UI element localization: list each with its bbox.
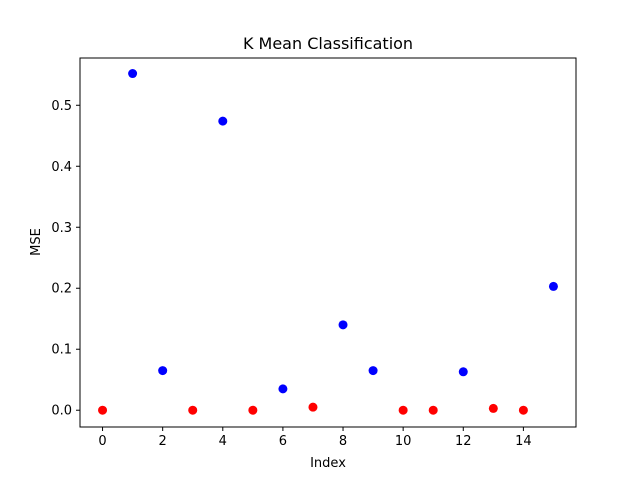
data-point-10 — [398, 405, 408, 415]
y-tick-label-0: 0.0 — [51, 404, 72, 419]
data-point-1 — [128, 69, 138, 79]
x-tick-label-5: 10 — [395, 434, 412, 449]
x-tick-label-7: 14 — [515, 434, 532, 449]
data-point-8 — [338, 320, 348, 330]
plot-area-frame — [79, 57, 577, 428]
data-point-4 — [218, 116, 228, 126]
y-tick-label-1: 0.1 — [51, 343, 72, 358]
data-point-13 — [488, 403, 498, 413]
x-axis-ticks: 0 2 4 6 8 10 12 14 — [98, 427, 532, 449]
data-point-15 — [548, 281, 558, 291]
y-tick-label-3: 0.3 — [51, 221, 72, 236]
y-tick-label-5: 0.5 — [51, 99, 72, 114]
data-point-11 — [428, 405, 438, 415]
y-tick-label-4: 0.4 — [51, 160, 72, 175]
chart-title: K Mean Classification — [243, 34, 413, 53]
data-point-6 — [278, 384, 288, 394]
data-point-3 — [188, 405, 198, 415]
x-tick-label-0: 0 — [98, 434, 106, 449]
data-point-0 — [98, 405, 108, 415]
x-tick-label-4: 8 — [339, 434, 347, 449]
x-tick-label-6: 12 — [455, 434, 472, 449]
y-axis-label: MSE — [29, 228, 44, 256]
x-axis-label: Index — [310, 456, 346, 471]
x-tick-label-3: 6 — [279, 434, 287, 449]
x-tick-label-1: 2 — [159, 434, 167, 449]
data-point-2 — [158, 366, 168, 376]
data-point-12 — [458, 367, 468, 377]
x-tick-label-2: 4 — [219, 434, 227, 449]
data-point-14 — [518, 405, 528, 415]
y-axis-ticks: 0.0 0.1 0.2 0.3 0.4 0.5 — [51, 99, 80, 419]
y-tick-label-2: 0.2 — [51, 282, 72, 297]
points-layer — [98, 69, 558, 415]
data-point-5 — [248, 405, 258, 415]
data-point-9 — [368, 366, 378, 376]
data-point-7 — [308, 402, 318, 412]
